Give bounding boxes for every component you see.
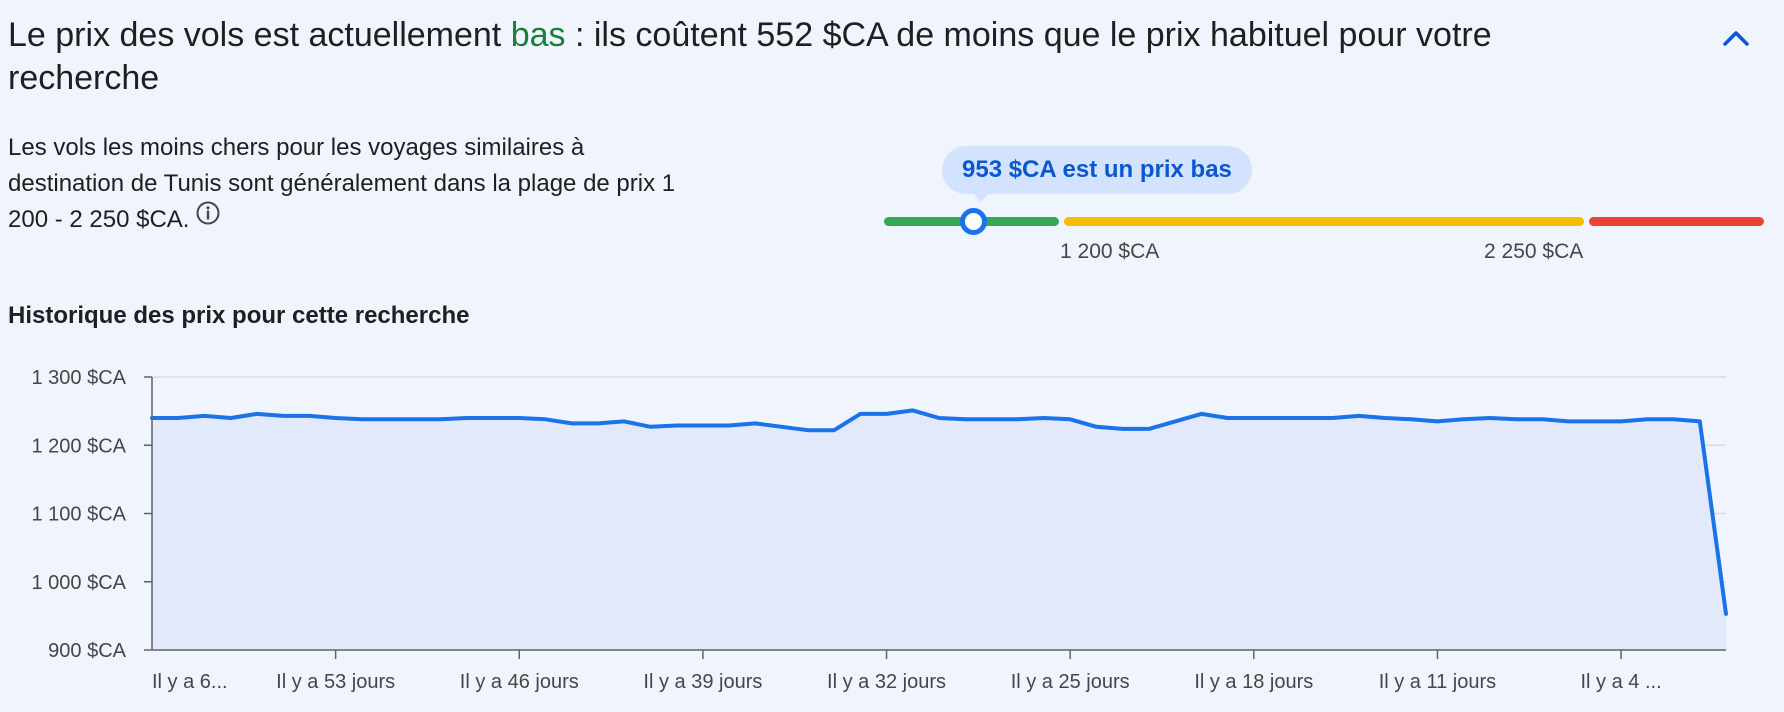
range-high-label: 2 250 $CA <box>1484 240 1584 263</box>
headline-suffix: : ils coûtent 552 $CA de moins que le pr… <box>8 16 1492 97</box>
typical-price-segment <box>1064 217 1584 226</box>
current-price-bubble: 953 $CA est un prix bas <box>942 146 1252 194</box>
x-tick-label: Il y a 32 jours <box>827 671 946 693</box>
typical-price-text: Les vols les moins chers pour les voyage… <box>8 134 676 233</box>
range-low-label: 1 200 $CA <box>1060 240 1160 263</box>
collapse-button[interactable] <box>1716 18 1756 58</box>
x-tick-label: Il y a 39 jours <box>643 671 762 693</box>
price-range-meter: 953 $CA est un prix bas 1 200 $CA 2 250 … <box>884 146 1764 266</box>
x-tick-label: Il y a 4 ... <box>1580 671 1661 693</box>
y-tick-label: 1 300 $CA <box>31 367 126 389</box>
x-tick-label: Il y a 46 jours <box>460 671 579 693</box>
y-tick-label: 1 000 $CA <box>31 572 126 594</box>
y-tick-label: 900 $CA <box>48 640 126 662</box>
x-tick-label: Il y a 11 jours <box>1379 671 1496 693</box>
current-price-marker <box>960 208 987 235</box>
y-tick-label: 1 200 $CA <box>31 435 126 457</box>
chevron-up-icon <box>1723 31 1749 46</box>
x-tick-label: Il y a 6... <box>152 671 228 693</box>
price-level-badge: bas <box>510 16 566 54</box>
price-line <box>150 408 1728 616</box>
info-icon[interactable] <box>195 200 221 237</box>
y-tick-label: 1 100 $CA <box>31 504 126 526</box>
high-price-segment <box>1589 217 1764 226</box>
x-tick-label: Il y a 53 jours <box>276 671 395 693</box>
x-tick-label: Il y a 25 jours <box>1011 671 1130 693</box>
price-area <box>152 410 1726 650</box>
x-tick-label: Il y a 18 jours <box>1194 671 1313 693</box>
typical-price-description: Les vols les moins chers pour les voyage… <box>8 130 688 239</box>
price-insight-headline: Le prix des vols est actuellement bas : … <box>8 14 1648 100</box>
price-history-title: Historique des prix pour cette recherche <box>8 302 470 329</box>
price-history-chart: 900 $CA 1 000 $CA 1 100 $CA 1 200 $CA 1 300 … <box>31 367 1728 693</box>
bubble-pointer <box>972 192 990 202</box>
headline-prefix: Le prix des vols est actuellement <box>8 16 511 54</box>
